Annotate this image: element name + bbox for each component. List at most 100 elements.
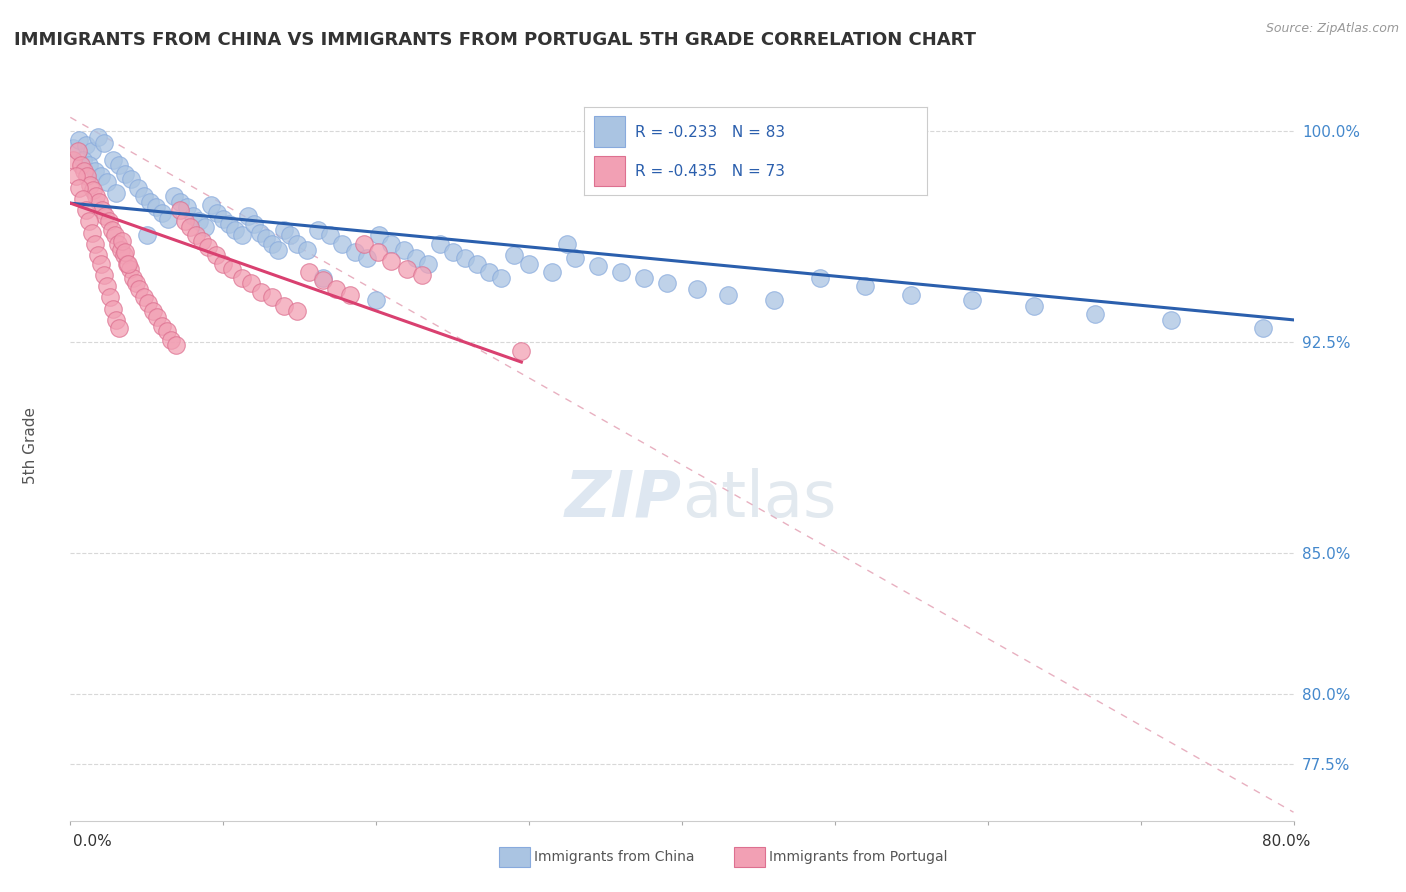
Point xyxy=(66,144,89,158)
Point xyxy=(146,310,169,324)
Point xyxy=(105,186,128,201)
Point xyxy=(77,214,100,228)
Point xyxy=(191,234,214,248)
Point xyxy=(380,236,402,251)
Text: IMMIGRANTS FROM CHINA VS IMMIGRANTS FROM PORTUGAL 5TH GRADE CORRELATION CHART: IMMIGRANTS FROM CHINA VS IMMIGRANTS FROM… xyxy=(14,31,976,49)
Point xyxy=(212,257,235,271)
Point xyxy=(1022,299,1045,313)
Point xyxy=(110,243,132,257)
Point xyxy=(181,209,204,223)
Point xyxy=(325,282,347,296)
Point xyxy=(128,282,150,296)
Point xyxy=(62,153,84,167)
Point xyxy=(121,172,143,186)
Point xyxy=(165,338,187,352)
Point xyxy=(262,290,284,304)
Point xyxy=(62,141,84,155)
Point xyxy=(93,136,115,150)
Point xyxy=(125,277,148,291)
Point xyxy=(127,180,149,194)
Point xyxy=(142,304,165,318)
Point xyxy=(83,236,105,251)
Point xyxy=(94,209,117,223)
Point xyxy=(80,226,103,240)
Point xyxy=(411,268,433,282)
Point xyxy=(96,175,118,189)
Point xyxy=(900,287,922,301)
Point xyxy=(105,313,128,327)
Point xyxy=(1160,313,1182,327)
Point xyxy=(249,226,271,240)
Point xyxy=(454,251,477,265)
Point xyxy=(380,253,402,268)
Point xyxy=(273,223,295,237)
Point xyxy=(205,206,228,220)
Point xyxy=(250,285,273,299)
Text: Immigrants from Portugal: Immigrants from Portugal xyxy=(769,850,948,864)
Point xyxy=(356,251,378,265)
Point xyxy=(231,270,253,285)
Point xyxy=(114,245,136,260)
Point xyxy=(107,236,129,251)
Point xyxy=(97,214,120,228)
Text: atlas: atlas xyxy=(682,467,837,530)
Point xyxy=(962,293,984,308)
Point xyxy=(90,257,112,271)
Point xyxy=(307,223,329,237)
Point xyxy=(90,169,112,184)
Point xyxy=(132,290,155,304)
Point xyxy=(82,184,104,198)
Point xyxy=(77,158,100,172)
Point xyxy=(555,236,578,251)
Point xyxy=(70,158,93,172)
Point xyxy=(139,194,162,209)
Point xyxy=(686,282,709,296)
Point xyxy=(72,153,94,167)
Point xyxy=(115,257,138,271)
Point xyxy=(416,257,439,271)
Point xyxy=(429,236,451,251)
Point xyxy=(367,245,389,260)
Point xyxy=(478,265,501,279)
Point xyxy=(100,223,122,237)
Point xyxy=(808,270,831,285)
Point xyxy=(169,194,191,209)
Point xyxy=(517,257,540,271)
Point xyxy=(441,245,464,260)
Point xyxy=(73,163,96,178)
Point xyxy=(89,194,111,209)
Point xyxy=(280,228,302,243)
Point xyxy=(319,228,342,243)
Point xyxy=(101,153,124,167)
Point xyxy=(262,236,284,251)
Point xyxy=(254,231,277,245)
Point xyxy=(298,265,321,279)
Point xyxy=(80,144,103,158)
Point xyxy=(311,273,333,287)
Point xyxy=(855,279,877,293)
Point xyxy=(392,243,415,257)
Point xyxy=(132,189,155,203)
Point xyxy=(174,214,197,228)
Point xyxy=(368,228,391,243)
Point xyxy=(465,257,488,271)
Point xyxy=(157,211,180,226)
Point xyxy=(98,290,121,304)
Point xyxy=(1251,321,1274,335)
Point xyxy=(184,228,207,243)
Point xyxy=(285,304,308,318)
Point xyxy=(239,277,262,291)
Point xyxy=(395,262,418,277)
Point xyxy=(91,203,114,218)
Point xyxy=(564,251,586,265)
Point xyxy=(108,158,131,172)
Point xyxy=(179,220,201,235)
Text: ZIP: ZIP xyxy=(565,467,682,530)
Point xyxy=(717,287,740,301)
Point xyxy=(76,169,98,184)
Point xyxy=(655,277,678,291)
Point xyxy=(108,321,131,335)
Point xyxy=(366,293,388,308)
Point xyxy=(633,270,655,285)
Point xyxy=(136,296,159,310)
